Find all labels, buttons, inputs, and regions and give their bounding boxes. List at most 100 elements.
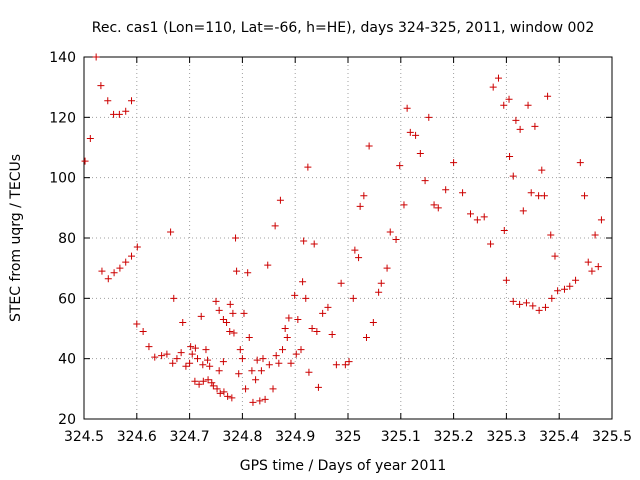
data-point xyxy=(551,252,559,260)
data-point xyxy=(425,113,433,121)
data-point xyxy=(566,282,574,290)
x-tick-labels: 324.5 324.6 324.7 324.8 324.9 325 325.1 325.2 32… xyxy=(64,429,632,445)
data-point xyxy=(299,278,307,286)
data-point xyxy=(360,192,368,200)
x-tick-label: 325.3 xyxy=(486,429,526,445)
data-points xyxy=(81,53,605,406)
data-point xyxy=(236,346,244,354)
data-point xyxy=(581,192,589,200)
data-point xyxy=(332,361,340,369)
y-tick-label: 80 xyxy=(58,231,76,247)
data-point xyxy=(594,263,602,271)
data-point xyxy=(400,201,408,209)
data-point xyxy=(291,291,299,299)
data-point xyxy=(219,358,227,366)
data-point xyxy=(287,359,295,367)
data-point xyxy=(235,370,243,378)
data-point xyxy=(349,294,357,302)
data-point xyxy=(209,382,217,390)
data-point xyxy=(572,276,580,284)
data-point xyxy=(213,385,221,393)
data-point xyxy=(271,222,279,230)
data-point xyxy=(450,159,458,167)
data-point xyxy=(310,240,318,248)
data-point xyxy=(406,128,414,136)
data-point xyxy=(365,142,373,150)
data-point xyxy=(313,328,321,336)
data-point xyxy=(249,398,257,406)
x-tick-label: 324.7 xyxy=(170,429,210,445)
data-point xyxy=(257,367,265,375)
data-point xyxy=(212,297,220,305)
data-point xyxy=(396,162,404,170)
data-point xyxy=(98,267,106,275)
data-point xyxy=(240,309,248,317)
data-point xyxy=(264,261,272,269)
data-point xyxy=(300,237,308,245)
data-point xyxy=(540,192,548,200)
data-point xyxy=(163,350,171,358)
data-point xyxy=(529,302,537,310)
data-point xyxy=(487,240,495,248)
data-point xyxy=(308,325,316,332)
data-point xyxy=(535,306,543,314)
data-point xyxy=(466,210,474,218)
data-point xyxy=(276,196,284,204)
data-point xyxy=(362,334,370,342)
data-point xyxy=(588,267,596,275)
data-point xyxy=(538,166,546,174)
y-tick-label: 140 xyxy=(49,50,76,66)
data-point xyxy=(116,264,124,272)
data-point xyxy=(369,318,377,326)
data-point xyxy=(145,343,153,351)
data-point xyxy=(169,359,177,367)
data-point xyxy=(584,258,592,266)
data-point xyxy=(252,376,260,384)
data-point xyxy=(133,243,141,251)
data-point xyxy=(197,312,205,320)
data-point xyxy=(194,355,202,363)
data-point xyxy=(283,334,291,342)
data-point xyxy=(199,377,207,385)
data-point xyxy=(226,328,234,336)
data-point xyxy=(226,300,234,308)
data-point xyxy=(215,367,223,375)
data-point xyxy=(541,303,549,311)
data-point xyxy=(554,287,562,295)
data-point xyxy=(547,231,555,239)
data-point xyxy=(294,315,302,323)
data-point xyxy=(139,328,147,336)
data-point xyxy=(473,216,481,224)
data-point xyxy=(242,385,250,393)
data-point xyxy=(500,101,508,109)
data-point xyxy=(345,358,353,366)
data-point xyxy=(416,150,424,158)
data-point xyxy=(285,314,293,322)
data-point xyxy=(224,392,232,400)
data-point xyxy=(115,110,123,118)
data-point xyxy=(104,97,112,105)
data-point xyxy=(305,368,313,376)
data-point xyxy=(505,95,513,103)
x-tick-label: 325.2 xyxy=(434,429,474,445)
data-point xyxy=(489,83,497,91)
data-point xyxy=(502,276,510,284)
data-point xyxy=(92,53,100,61)
data-point xyxy=(230,329,238,337)
data-point xyxy=(292,350,300,358)
data-point xyxy=(86,134,94,142)
data-point xyxy=(195,380,203,388)
data-point xyxy=(233,267,241,275)
data-point xyxy=(253,356,261,364)
data-point xyxy=(202,346,210,354)
x-axis-label: GPS time / Days of year 2011 xyxy=(240,458,447,474)
data-point xyxy=(215,306,223,314)
data-point xyxy=(576,159,584,167)
data-point xyxy=(186,359,194,367)
data-point xyxy=(281,325,289,332)
y-tick-label: 100 xyxy=(49,171,76,187)
data-point xyxy=(188,350,196,358)
data-point xyxy=(110,269,118,277)
y-tick-label: 40 xyxy=(58,352,76,368)
data-point xyxy=(506,153,514,161)
